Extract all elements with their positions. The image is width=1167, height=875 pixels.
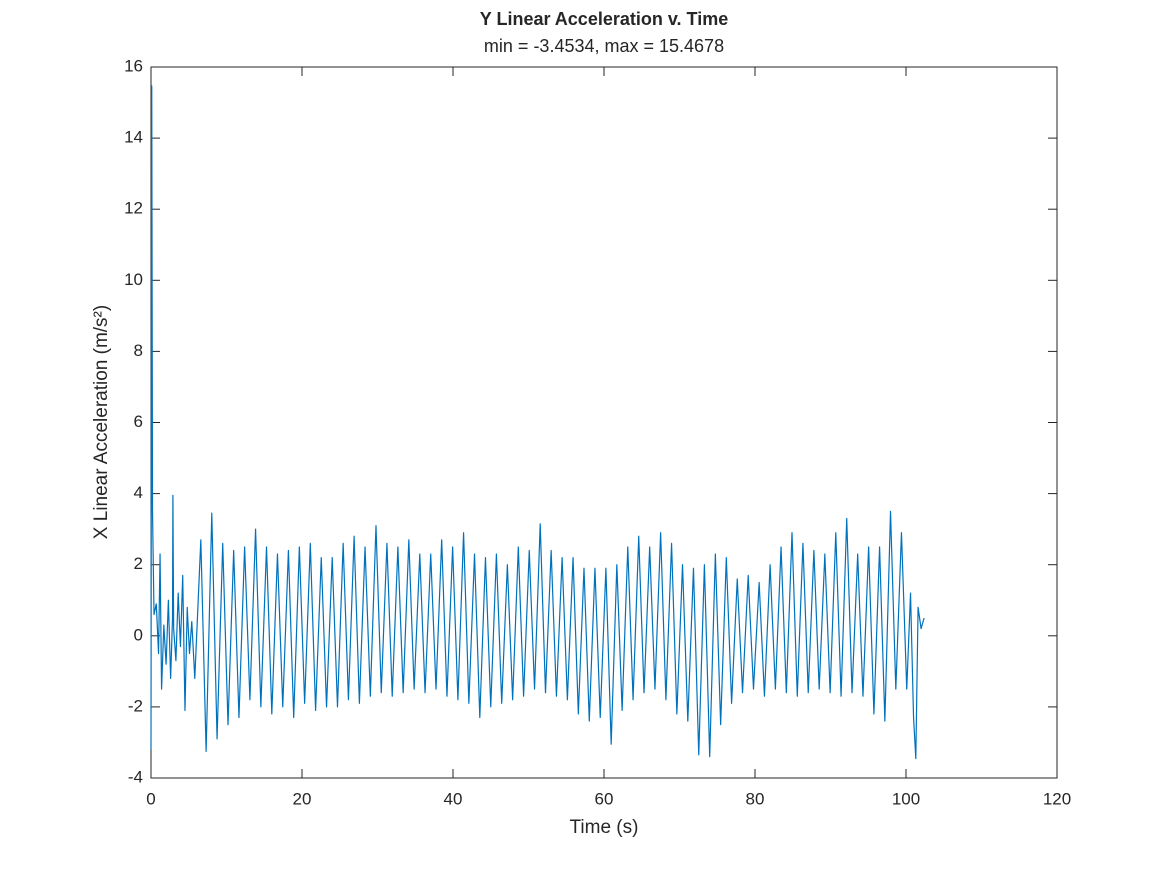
y-tick-label: 16 <box>124 56 143 75</box>
y-tick-label: 0 <box>134 625 143 644</box>
chart-title: Y Linear Acceleration v. Time <box>480 9 728 29</box>
data-line <box>150 85 925 760</box>
y-tick-label: 2 <box>134 554 143 573</box>
chart-subtitle: min = -3.4534, max = 15.4678 <box>484 36 724 56</box>
y-tick-label: 14 <box>124 128 143 147</box>
plot-area <box>150 66 1058 779</box>
y-tick-label: -4 <box>128 767 143 786</box>
x-axis-label: Time (s) <box>570 817 639 838</box>
x-tick-label: 80 <box>746 789 765 808</box>
x-tick-label: 120 <box>1043 789 1071 808</box>
y-axis-label: X Linear Acceleration (m/s²) <box>91 305 112 539</box>
y-tick-label: 10 <box>124 270 143 289</box>
y-tick-label: 12 <box>124 199 143 218</box>
y-tick-label: -2 <box>128 696 143 715</box>
x-tick-label: 0 <box>146 789 155 808</box>
y-tick-label: 6 <box>134 412 143 431</box>
y-tick-label: 8 <box>134 341 143 360</box>
x-tick-label: 100 <box>892 789 920 808</box>
x-tick-label: 40 <box>444 789 463 808</box>
y-tick-label: 4 <box>134 483 143 502</box>
x-tick-label: 20 <box>293 789 312 808</box>
x-tick-label: 60 <box>595 789 614 808</box>
